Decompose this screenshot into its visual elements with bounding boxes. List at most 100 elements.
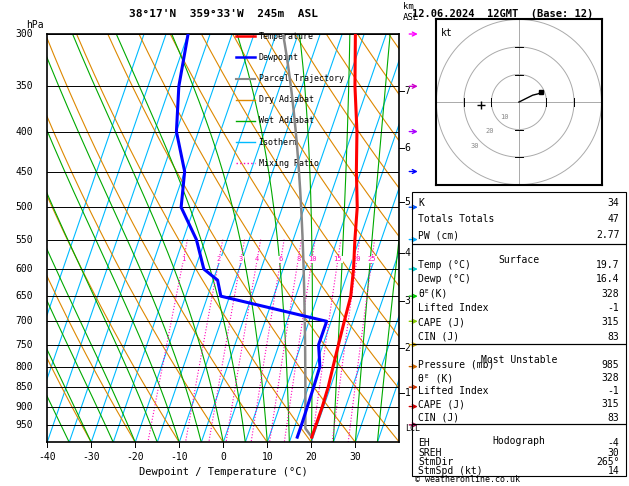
Text: 315: 315 [602,317,620,328]
Text: SREH: SREH [418,448,442,457]
Text: Dewpoint: Dewpoint [259,53,299,62]
Text: 10: 10 [500,114,509,120]
Text: kt: kt [442,28,453,38]
Text: Hodograph: Hodograph [493,435,545,446]
Text: 15: 15 [333,256,342,262]
Text: Temp (°C): Temp (°C) [418,260,471,270]
Text: 850: 850 [16,382,33,392]
Text: 20: 20 [353,256,361,262]
Text: 700: 700 [16,316,33,326]
Text: PW (cm): PW (cm) [418,230,460,241]
Text: 315: 315 [602,399,620,409]
Text: 1: 1 [404,388,411,398]
Text: 10: 10 [262,452,273,463]
Text: Lifted Index: Lifted Index [418,303,489,313]
Bar [412,192,626,243]
Text: 30: 30 [608,448,620,457]
Text: 6: 6 [279,256,283,262]
Text: 10: 10 [308,256,316,262]
Text: 34: 34 [608,198,620,208]
Bar [412,424,626,476]
Bar [412,243,626,344]
Text: -10: -10 [170,452,188,463]
Text: StmSpd (kt): StmSpd (kt) [418,466,483,476]
Text: -30: -30 [82,452,100,463]
Text: 30: 30 [350,452,361,463]
Text: 985: 985 [602,360,620,370]
Text: 5: 5 [404,197,411,207]
Text: 900: 900 [16,401,33,412]
Text: Parcel Trajectory: Parcel Trajectory [259,74,343,83]
Text: θᴱ (K): θᴱ (K) [418,373,454,383]
Text: 30: 30 [471,143,479,149]
Text: 2: 2 [404,343,411,353]
Text: Wet Adiabat: Wet Adiabat [259,117,313,125]
Text: 950: 950 [16,420,33,430]
Text: StmDir: StmDir [418,457,454,467]
Text: LCL: LCL [404,424,420,433]
Text: CIN (J): CIN (J) [418,332,460,342]
Text: 19.7: 19.7 [596,260,620,270]
Text: Pressure (mb): Pressure (mb) [418,360,495,370]
Bar [412,344,626,424]
Text: Temperature: Temperature [259,32,313,40]
Text: 750: 750 [16,340,33,350]
Text: Totals Totals: Totals Totals [418,214,495,224]
Text: 12.06.2024  12GMT  (Base: 12): 12.06.2024 12GMT (Base: 12) [412,9,593,19]
Text: Dry Adiabat: Dry Adiabat [259,95,313,104]
Text: Isotherm: Isotherm [259,138,299,147]
Text: 4: 4 [255,256,259,262]
Text: 25: 25 [367,256,376,262]
Text: 83: 83 [608,413,620,423]
Text: 14: 14 [608,466,620,476]
Text: 4: 4 [404,248,411,258]
Text: 800: 800 [16,362,33,372]
Text: CAPE (J): CAPE (J) [418,399,465,409]
Text: 20: 20 [306,452,317,463]
Text: K: K [418,198,425,208]
Text: CAPE (J): CAPE (J) [418,317,465,328]
Text: -40: -40 [38,452,56,463]
Text: 500: 500 [16,202,33,212]
Text: 6: 6 [404,143,411,153]
Text: 7: 7 [404,86,411,96]
Text: 47: 47 [608,214,620,224]
Text: 650: 650 [16,291,33,301]
Text: θᴱ(K): θᴱ(K) [418,289,448,299]
Text: 83: 83 [608,332,620,342]
Text: 350: 350 [16,81,33,91]
Text: 3: 3 [404,296,411,306]
Text: 38°17'N  359°33'W  245m  ASL: 38°17'N 359°33'W 245m ASL [129,9,318,19]
Text: 2: 2 [217,256,221,262]
Text: 450: 450 [16,167,33,176]
Text: -1: -1 [608,303,620,313]
Text: 550: 550 [16,235,33,244]
Text: 600: 600 [16,264,33,274]
Text: 16.4: 16.4 [596,275,620,284]
Text: 300: 300 [16,29,33,39]
Text: Lifted Index: Lifted Index [418,386,489,396]
Text: hPa: hPa [26,20,43,30]
Text: 0: 0 [220,452,226,463]
Text: -4: -4 [608,438,620,448]
Text: -1: -1 [608,386,620,396]
Text: 20: 20 [486,128,494,134]
Text: -20: -20 [126,452,144,463]
Text: 265°: 265° [596,457,620,467]
Text: 328: 328 [602,289,620,299]
Text: CIN (J): CIN (J) [418,413,460,423]
Text: 400: 400 [16,126,33,137]
Text: EH: EH [418,438,430,448]
Text: Dewpoint / Temperature (°C): Dewpoint / Temperature (°C) [139,467,308,477]
Text: 1: 1 [181,256,186,262]
Text: Most Unstable: Most Unstable [481,355,557,365]
Text: km
ASL: km ASL [403,2,419,22]
Text: 2.77: 2.77 [596,230,620,241]
Text: 8: 8 [296,256,300,262]
Text: Mixing Ratio: Mixing Ratio [259,159,318,168]
Text: Dewp (°C): Dewp (°C) [418,275,471,284]
Text: 328: 328 [602,373,620,383]
Text: Surface: Surface [498,255,540,265]
Text: 3: 3 [239,256,243,262]
Text: © weatheronline.co.uk: © weatheronline.co.uk [415,474,520,484]
